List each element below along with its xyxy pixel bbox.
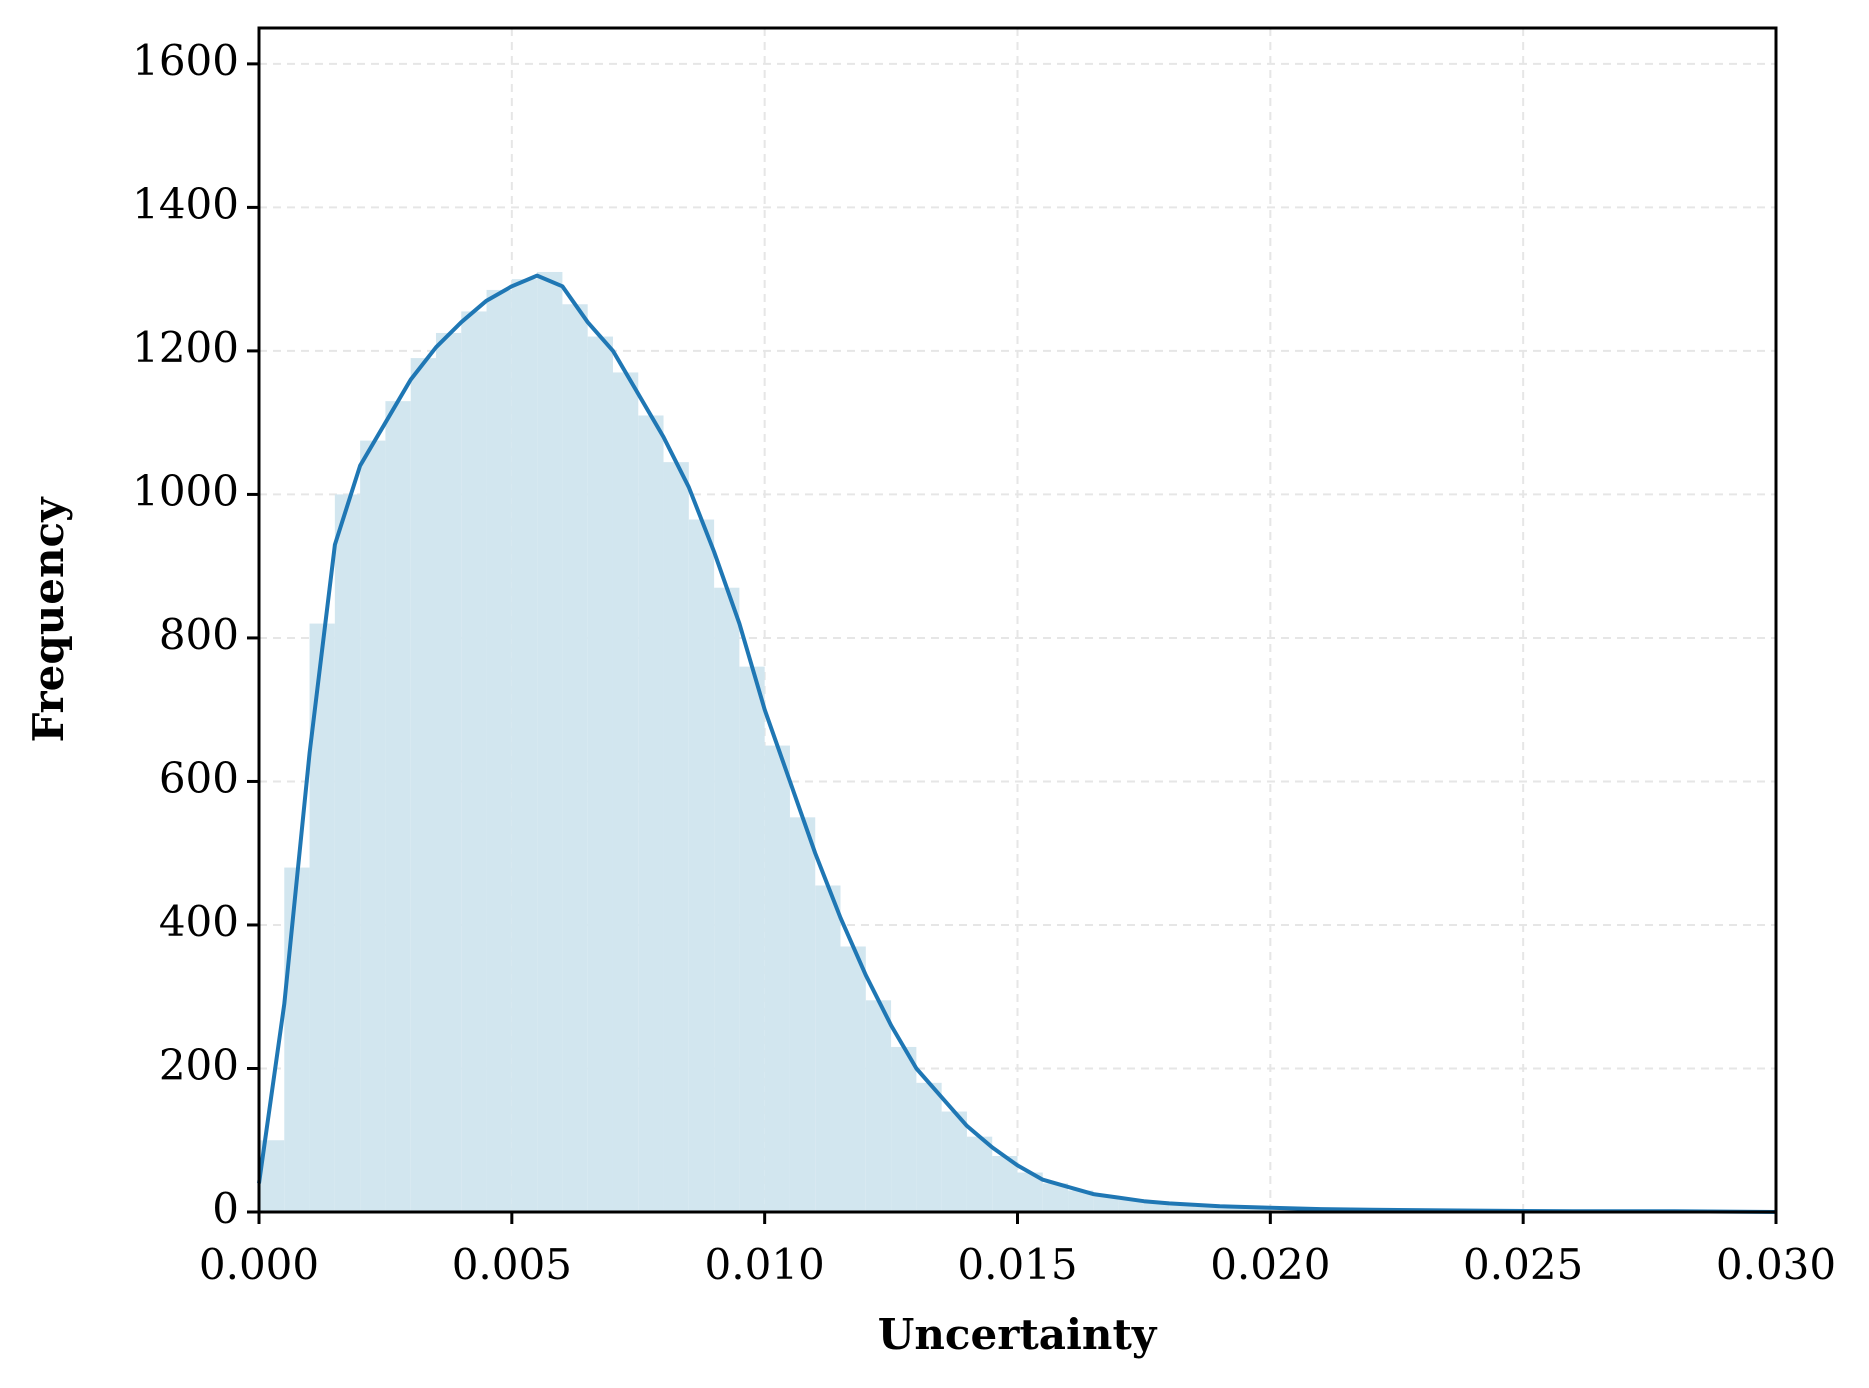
histogram-bar: [1042, 1183, 1069, 1212]
x-tick-label: 0.005: [452, 1240, 572, 1289]
histogram-bar: [739, 666, 765, 1212]
histogram-bar: [486, 289, 512, 1212]
histogram-bar: [587, 336, 613, 1212]
histogram-bar: [1219, 1208, 1246, 1212]
y-tick-label: 800: [159, 610, 239, 659]
histogram-bar: [360, 440, 386, 1212]
histogram-bar: [638, 415, 664, 1212]
y-tick-label: 600: [159, 753, 239, 802]
x-tick-label: 0.020: [1210, 1240, 1330, 1289]
histogram-bar: [461, 311, 487, 1213]
histogram-bar: [688, 519, 715, 1212]
histogram-bar: [992, 1156, 1018, 1212]
histogram-bar: [764, 745, 790, 1212]
x-tick-label: 0.015: [957, 1240, 1077, 1289]
histogram-bar: [537, 271, 563, 1212]
histogram-bar: [815, 885, 841, 1212]
histogram-bar: [385, 401, 411, 1212]
histogram-bar: [714, 587, 740, 1212]
histogram-bar: [941, 1111, 967, 1212]
histogram-bar: [284, 867, 310, 1212]
kde-line: [257, 273, 1777, 1214]
histogram-bar: [840, 946, 866, 1212]
histogram-bar: [1093, 1196, 1119, 1212]
x-tick-label: 0.000: [199, 1240, 319, 1289]
histogram-bar: [562, 304, 588, 1212]
y-tick-label: 1000: [132, 466, 239, 515]
histogram-bar: [1068, 1190, 1094, 1212]
histogram-bar: [891, 1046, 917, 1212]
histogram-bar: [789, 817, 816, 1212]
histogram-bar: [1118, 1199, 1144, 1212]
y-tick-label: 1400: [132, 179, 239, 228]
histogram-bar: [511, 279, 538, 1213]
y-tick-label: 0: [212, 1184, 239, 1233]
histogram-bar: [612, 372, 639, 1212]
y-tick-label: 200: [159, 1040, 239, 1089]
x-tick-label: 0.025: [1463, 1240, 1583, 1289]
x-axis-label: Uncertainty: [878, 1310, 1158, 1359]
x-tick-label: 0.010: [705, 1240, 825, 1289]
y-tick-label: 400: [159, 897, 239, 946]
histogram-bar: [410, 358, 436, 1212]
histogram-bar: [334, 494, 361, 1212]
histogram-bar: [865, 1000, 892, 1212]
histogram-bar: [966, 1136, 993, 1212]
y-tick-label: 1200: [132, 323, 239, 372]
y-tick-label: 1600: [132, 36, 239, 85]
histogram-bar: [435, 332, 462, 1212]
x-tick-label: 0.030: [1716, 1240, 1836, 1289]
y-axis-label: Frequency: [24, 496, 73, 743]
histogram-bar: [916, 1082, 942, 1212]
histogram-bar: [1169, 1204, 1195, 1212]
histogram-bar: [663, 462, 689, 1213]
histogram-bar: [1143, 1202, 1170, 1212]
histogram-bar: [1194, 1206, 1220, 1212]
